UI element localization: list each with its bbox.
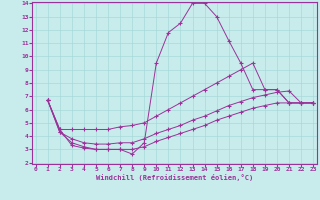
X-axis label: Windchill (Refroidissement éolien,°C): Windchill (Refroidissement éolien,°C) xyxy=(96,174,253,181)
